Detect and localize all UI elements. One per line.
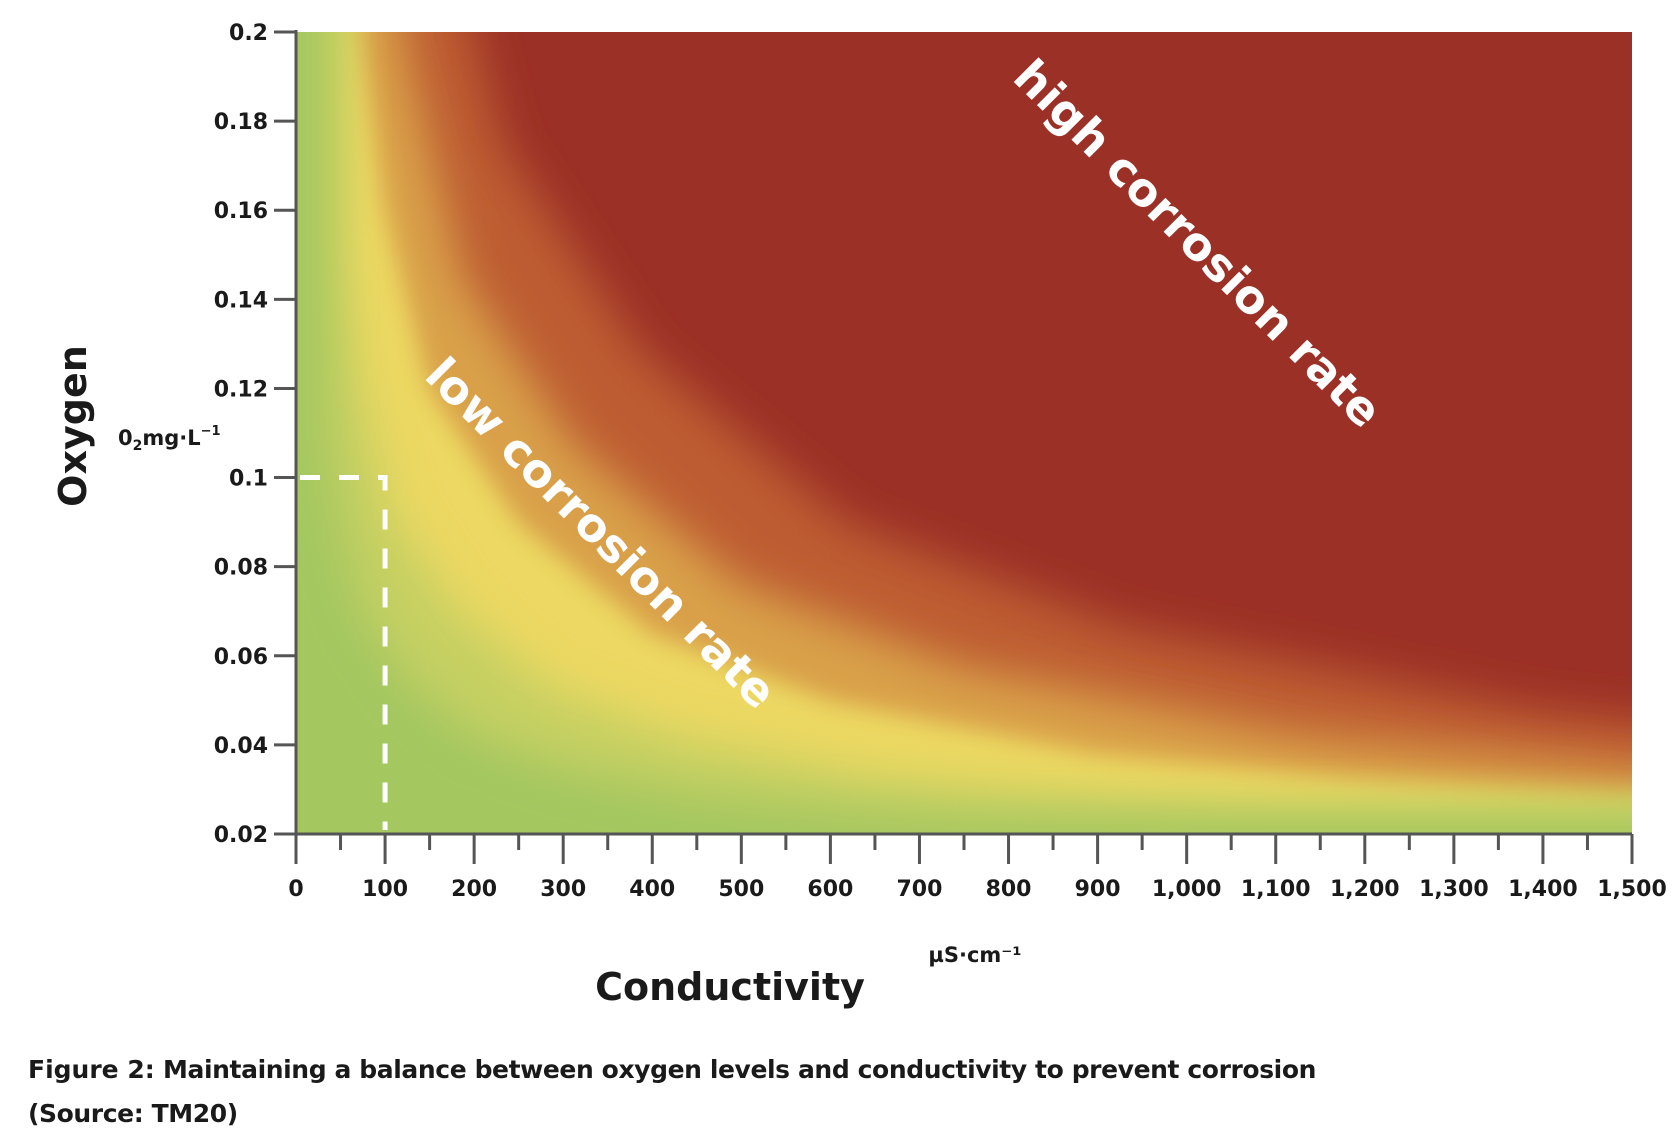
y-tick-label: 0.02	[214, 823, 268, 848]
y-axis-title: Oxygen	[51, 345, 95, 507]
y-unit-main: 0	[118, 426, 133, 450]
y-tick-label: 0.06	[214, 645, 268, 670]
caption-source: (Source: TM20)	[28, 1099, 238, 1128]
x-axis-unit: µS·cm⁻¹	[928, 943, 1021, 967]
x-tick-label: 200	[451, 877, 497, 902]
x-tick-label: 1,000	[1152, 877, 1222, 902]
caption-line-1: Figure 2: Maintaining a balance between …	[28, 1048, 1628, 1092]
gradient-band-4	[296, 32, 1632, 834]
y-unit-superscript: −1	[201, 424, 221, 439]
y-tick-label: 0.08	[214, 556, 268, 581]
x-axis-ticks: 0 100 200 300 400 500 600 700 800 900 1,000 1,100 1,…	[288, 834, 1667, 902]
x-tick-label: 0	[288, 877, 303, 902]
chart: 0 100 200 300 400 500 600 700 800 900 1,000 1,100 1,…	[51, 21, 1667, 1009]
x-tick-label: 400	[629, 877, 675, 902]
x-tick-label: 800	[986, 877, 1032, 902]
y-unit-rest: mg·L	[142, 426, 200, 450]
y-tick-label: 0.12	[214, 377, 268, 402]
caption-lead: Figure 2:	[28, 1055, 155, 1084]
y-tick-label: 0.04	[214, 734, 268, 759]
figure-caption: Figure 2: Maintaining a balance between …	[28, 1048, 1628, 1136]
x-tick-label: 700	[896, 877, 942, 902]
y-tick-label: 0.1	[229, 467, 268, 492]
x-tick-label: 500	[718, 877, 764, 902]
x-axis-title: Conductivity	[595, 965, 865, 1009]
y-axis-unit: 02mg·L−1	[118, 424, 221, 454]
x-tick-label: 1,300	[1419, 877, 1489, 902]
x-tick-label: 1,400	[1508, 877, 1578, 902]
reference-box-dashed	[300, 475, 388, 830]
x-tick-label: 600	[807, 877, 853, 902]
y-axis-ticks: 0.02 0.04 0.06 0.08 0.1 0.12 0.14 0.16 0.18 0.2	[214, 21, 296, 848]
y-tick-label: 0.2	[229, 21, 268, 46]
x-tick-label: 300	[540, 877, 586, 902]
x-tick-label: 1,100	[1241, 877, 1311, 902]
corrosion-gradient-bands	[296, 32, 1632, 834]
y-tick-label: 0.16	[214, 199, 268, 224]
y-unit-subscript: 2	[133, 438, 143, 454]
y-tick-label: 0.18	[214, 110, 268, 135]
x-tick-label: 1,500	[1597, 877, 1667, 902]
x-tick-label: 1,200	[1330, 877, 1400, 902]
gradient-band-2	[296, 32, 1632, 834]
reference-dashed-line	[300, 475, 388, 830]
y-tick-label: 0.14	[214, 288, 268, 313]
heatmap-plot-area	[296, 32, 1632, 834]
x-tick-label: 100	[362, 877, 408, 902]
caption-text: Maintaining a balance between oxygen lev…	[154, 1055, 1317, 1084]
x-tick-label: 900	[1075, 877, 1121, 902]
